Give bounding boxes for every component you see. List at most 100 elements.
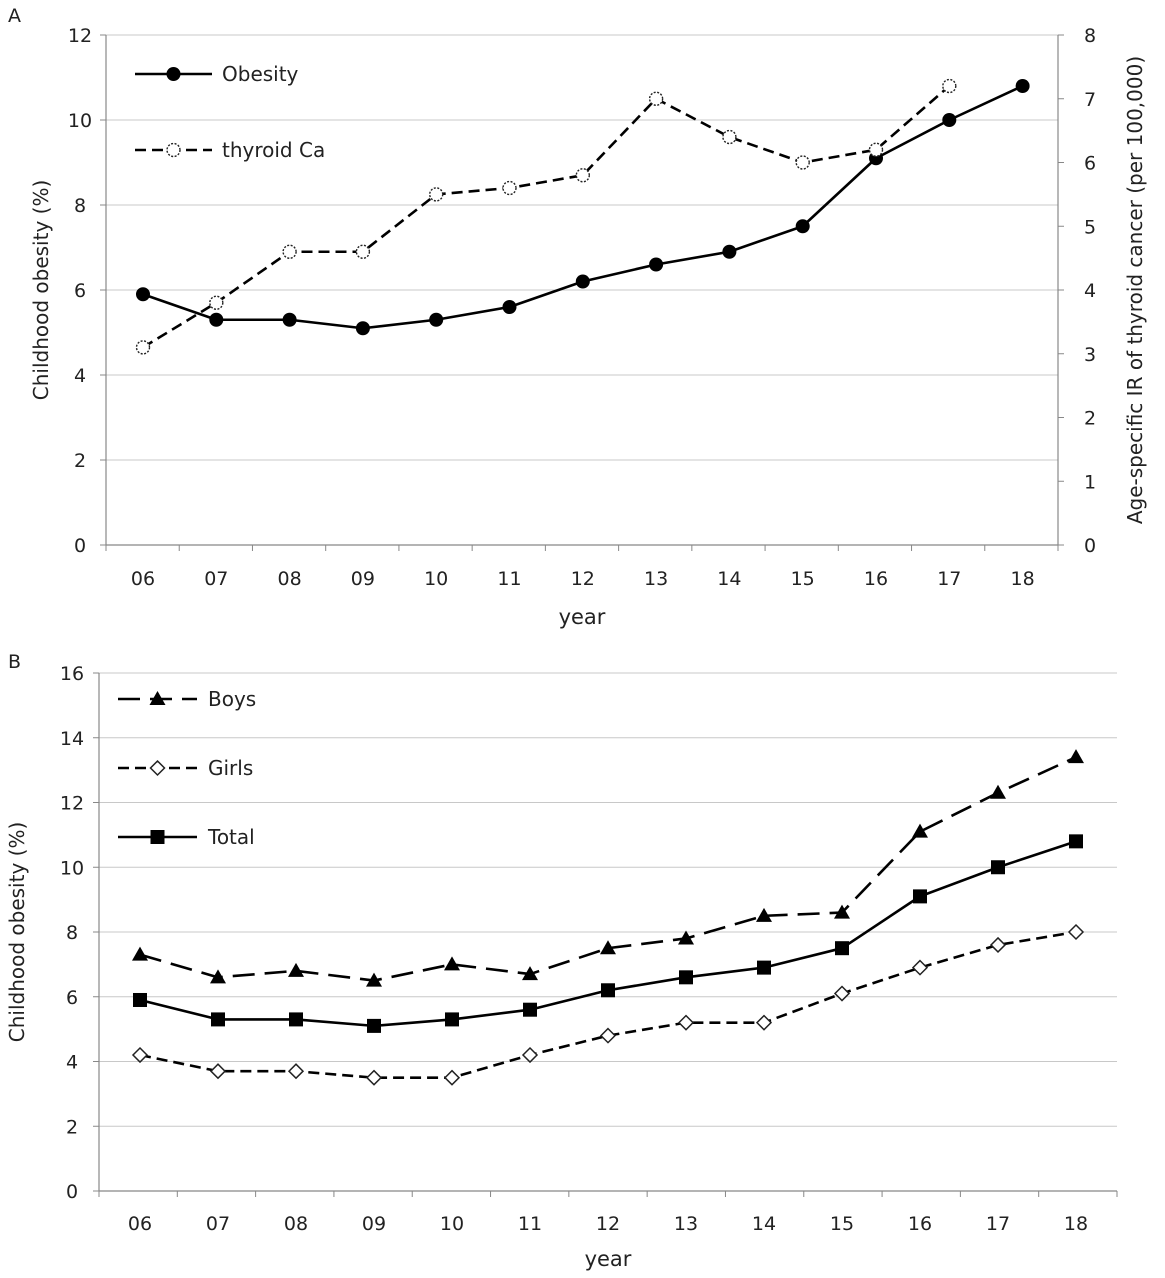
y-tick-label: 6 (74, 280, 86, 302)
data-point-boys (522, 966, 538, 981)
series-line-obesity (142, 84, 1024, 330)
panel-label: B (8, 651, 21, 673)
x-tick-label: 10 (424, 568, 448, 590)
x-tick-label: 08 (278, 568, 302, 590)
y-tick-label: 2 (66, 1116, 78, 1138)
data-point-obesity (942, 113, 957, 127)
data-point-total (523, 1002, 537, 1017)
data-point-obesity (429, 312, 444, 327)
data-point-total (445, 1012, 459, 1027)
data-point-total (679, 970, 693, 985)
data-point-girls (209, 1063, 227, 1080)
data-point-thyroid-ca (502, 180, 517, 196)
data-point-girls (521, 1046, 539, 1064)
y-axis-title: Childhood obesity (%) (29, 180, 53, 401)
y-tick-label: 12 (68, 25, 92, 47)
data-point-obesity (1015, 79, 1030, 93)
x-tick-label: 16 (908, 1213, 932, 1235)
x-tick-label: 14 (717, 568, 741, 590)
data-point-boys (912, 823, 928, 838)
data-point-total (367, 1018, 381, 1033)
data-point-girls (287, 1063, 305, 1080)
data-point-obesity (502, 300, 517, 314)
y2-tick-label: 1 (1084, 471, 1096, 493)
x-tick-label: 08 (284, 1213, 308, 1235)
x-tick-label: 17 (937, 568, 961, 590)
x-tick-label: 12 (596, 1213, 620, 1235)
x-tick-label: 12 (571, 568, 595, 590)
data-point-girls (833, 985, 851, 1002)
data-point-thyroid-ca (135, 340, 151, 355)
y-tick-label: 10 (68, 110, 92, 132)
x-tick-label: 06 (128, 1213, 152, 1235)
data-point-boys (834, 904, 850, 919)
data-point-boys (678, 930, 694, 945)
data-point-boys (990, 784, 1006, 799)
data-point-obesity (649, 257, 664, 272)
y-tick-label: 10 (60, 857, 84, 879)
x-axis-title: year (559, 605, 606, 629)
x-tick-label: 18 (1011, 568, 1035, 590)
series-line-total (139, 840, 1077, 1028)
data-point-total (289, 1012, 303, 1027)
x-tick-label: 13 (644, 568, 668, 590)
data-point-girls (599, 1027, 617, 1044)
data-point-thyroid-ca (722, 129, 737, 145)
y2-axis-title: Age-specific IR of thyroid cancer (per 1… (1123, 56, 1147, 524)
x-tick-label: 15 (830, 1213, 854, 1235)
data-point-obesity (575, 274, 590, 289)
data-point-thyroid-ca (429, 187, 444, 202)
x-axis-title: year (585, 1247, 632, 1271)
x-tick-label: 06 (131, 568, 155, 590)
legend-label: Obesity (222, 62, 299, 86)
data-point-thyroid-ca (209, 295, 224, 310)
y2-tick-label: 0 (1084, 535, 1096, 557)
legend-marker (149, 691, 166, 705)
data-point-total (133, 992, 147, 1007)
y-tick-label: 2 (74, 450, 86, 472)
panel-label: A (8, 5, 21, 27)
x-tick-label: 14 (752, 1213, 776, 1235)
x-tick-label: 16 (864, 568, 888, 590)
data-point-total (991, 860, 1005, 875)
data-point-boys (444, 956, 460, 971)
x-tick-label: 13 (674, 1213, 698, 1235)
y-tick-label: 8 (66, 922, 78, 944)
legend-label: thyroid Ca (222, 138, 325, 162)
data-point-obesity (209, 312, 224, 327)
y2-tick-label: 5 (1084, 216, 1096, 238)
data-point-girls (443, 1069, 461, 1086)
y2-tick-label: 6 (1084, 153, 1096, 175)
data-point-boys (288, 962, 304, 977)
y2-tick-label: 4 (1084, 280, 1096, 302)
data-point-total (601, 983, 615, 998)
data-point-obesity (282, 312, 297, 327)
data-point-thyroid-ca (355, 244, 371, 259)
data-point-thyroid-ca (575, 168, 590, 183)
x-tick-label: 11 (497, 568, 521, 590)
data-point-boys (210, 969, 226, 984)
x-tick-label: 09 (362, 1213, 386, 1235)
data-point-thyroid-ca (868, 142, 884, 157)
x-tick-label: 09 (351, 568, 375, 590)
data-point-obesity (355, 321, 370, 336)
data-point-total (913, 889, 927, 904)
legend-marker (166, 142, 181, 158)
legend-marker (149, 759, 166, 777)
x-tick-label: 17 (986, 1213, 1010, 1235)
y2-tick-label: 2 (1084, 408, 1096, 430)
legend-marker (166, 67, 181, 81)
y-tick-label: 12 (60, 793, 84, 815)
data-point-total (211, 1012, 225, 1027)
y2-tick-label: 7 (1084, 89, 1096, 111)
data-point-boys (132, 946, 148, 961)
data-point-total (1069, 834, 1083, 849)
legend-label: Girls (208, 756, 253, 780)
x-tick-label: 18 (1064, 1213, 1088, 1235)
y-tick-label: 14 (60, 728, 84, 750)
y-tick-label: 4 (74, 365, 86, 387)
legend-marker (150, 830, 165, 844)
data-point-thyroid-ca (282, 244, 297, 259)
y-tick-label: 4 (66, 1052, 78, 1074)
